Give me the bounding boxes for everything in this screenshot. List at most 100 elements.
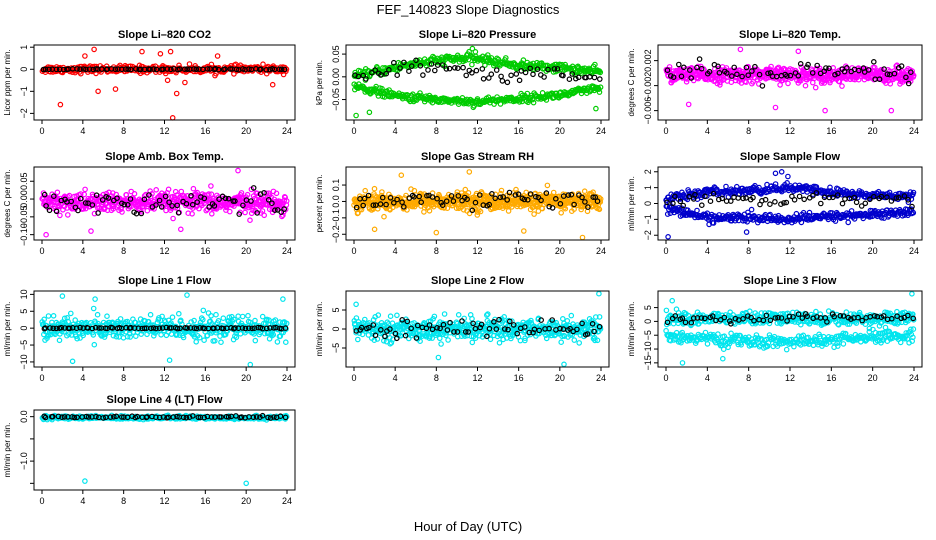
data-point [796,193,803,200]
data-point [797,60,804,67]
panel-points [39,167,290,238]
y-tick-label: −0.002 [643,72,653,100]
data-point [748,206,755,213]
panel-points [663,46,917,114]
data-point [387,313,394,320]
data-point [752,63,758,70]
panel-points [39,292,290,368]
x-tick-label: 20 [241,373,251,383]
data-point [431,67,438,74]
x-tick-label: 4 [393,246,398,256]
data-point [678,73,685,80]
y-tick-label: −0.1 [331,209,341,227]
x-tick-label: 24 [282,373,292,383]
x-tick-label: 12 [159,126,169,136]
data-point [360,72,367,79]
data-point [473,67,480,74]
data-point [716,70,723,76]
panel-title: Slope Gas Stream RH [421,151,534,163]
x-tick-label: 12 [159,246,169,256]
data-point [42,66,49,73]
data-series-1 [39,46,290,121]
data-point-outlier [520,228,527,234]
data-point [568,312,575,319]
panel-title: Slope Li–820 Temp. [739,29,841,41]
data-point-outlier [184,292,190,298]
data-point [670,74,677,81]
data-point [56,337,63,344]
data-point-outlier [182,79,188,86]
x-tick-label: 20 [555,126,565,136]
data-point [572,75,579,82]
x-tick-label: 8 [434,246,439,256]
data-point [200,307,207,314]
data-point [57,212,63,219]
x-tick-label: 12 [159,373,169,383]
data-point [169,314,176,321]
data-point [94,311,101,318]
data-point [597,69,604,76]
data-point [862,200,869,207]
data-point [125,66,132,73]
data-point [792,70,799,76]
x-tick-label: 24 [909,246,919,256]
data-point [278,66,285,73]
y-tick-label: 0.05 [331,45,341,63]
data-point [516,77,523,84]
data-point [527,65,534,72]
data-point [569,71,576,77]
y-axis-label: kPa per min. [315,60,324,105]
x-tick-label: 0 [39,373,44,383]
data-point [201,337,207,344]
x-tick-label: 24 [596,126,606,136]
panel-points [39,46,290,121]
panel-points [351,45,604,119]
data-point [463,72,470,79]
data-point-outlier [469,45,476,52]
data-point [675,61,682,68]
data-point [520,57,527,63]
panel-3: Slope Li–820 Temp.0 4 8 12 16 20 240.002−0.002… [627,29,923,136]
data-point [443,66,450,72]
x-tick-label: 20 [868,246,878,256]
data-point [784,73,790,79]
x-tick-label: 4 [705,126,710,136]
data-point [86,66,93,72]
data-point [269,66,276,72]
x-tick-label: 4 [80,373,85,383]
data-point [455,311,462,318]
data-point [484,52,491,58]
data-point [386,67,392,73]
panel-5: Slope Gas Stream RH0 4 8 12 16 20 240.10.0−0.1… [315,151,610,256]
data-point [252,317,258,324]
data-point [664,67,671,74]
data-point [397,65,403,71]
data-point-outlier [398,172,405,179]
data-point [252,337,259,344]
x-tick-label: 0 [39,246,44,256]
data-series-2 [664,56,914,89]
data-point [441,311,448,317]
y-tick-label: −10 [19,354,29,369]
data-point [151,66,157,72]
data-point [360,69,367,76]
data-point [787,72,794,79]
panel-title: Slope Sample Flow [740,151,841,163]
data-point [496,339,503,346]
data-point [83,66,89,73]
data-point-outlier [366,109,373,116]
data-point [417,63,424,69]
data-point [551,66,558,72]
data-point-outlier [472,48,479,55]
data-point [390,59,397,66]
data-point [558,339,565,346]
data-point [683,79,690,85]
x-tick-label: 8 [746,246,751,256]
data-point-outlier [685,101,692,108]
data-point [731,64,738,71]
y-tick-label: −5 [19,340,29,350]
data-point [541,74,547,80]
data-point [502,55,509,61]
data-point [425,67,431,73]
data-point [802,82,809,89]
